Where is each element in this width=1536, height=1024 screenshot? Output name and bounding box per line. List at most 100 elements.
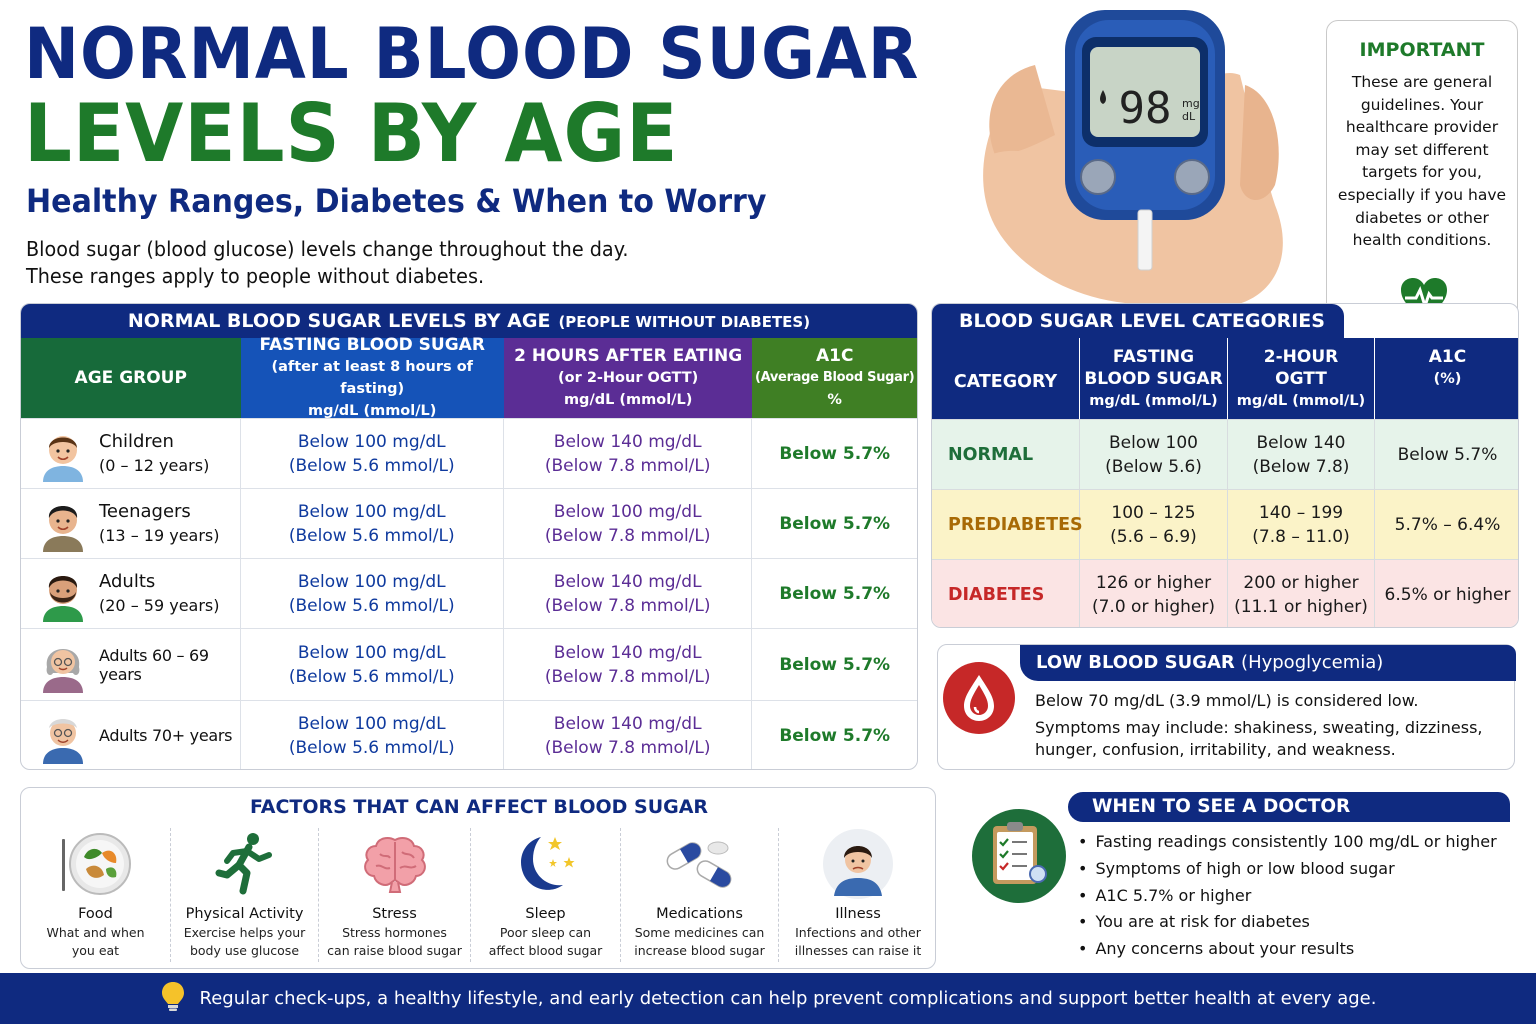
intro-line: These ranges apply to people without dia… [26,264,485,288]
see-doctor-title: WHEN TO SEE A DOCTOR [1068,792,1510,822]
category-ogtt-mmol: (Below 7.8) [1252,456,1350,477]
age-group-cell: Teenagers (13 – 19 years) [21,489,241,558]
age-group-cell: Adults (20 – 59 years) [21,559,241,628]
after-value: Below 140 mg/dL [553,642,702,663]
footer-text: Regular check-ups, a healthy lifestyle, … [199,988,1377,1009]
after-eating-cell: Below 140 mg/dL (Below 7.8 mmol/L) [504,419,753,488]
categories-title: BLOOD SUGAR LEVEL CATEGORIES [932,304,1344,338]
table-row: Adults 70+ years Below 100 mg/dL (Below … [21,700,917,769]
after-eating-cell: Below 140 mg/dL (Below 7.8 mmol/L) [504,701,753,769]
factors-title: FACTORS THAT CAN AFFECT BLOOD SUGAR [249,796,709,818]
col-cat-ogtt: 2-HOUR OGTT mg/dL (mmol/L) [1228,338,1375,419]
col-after-eating: 2 HOURS AFTER EATING (or 2-Hour OGTT) mg… [503,338,753,418]
after-mmol: (Below 7.8 mmol/L) [544,595,711,616]
category-a1c: 5.7% – 6.4% [1394,514,1501,535]
low-title-text: LOW BLOOD SUGAR [1036,652,1235,673]
col-age-group: AGE GROUP [21,338,241,418]
older-woman-avatar-icon [43,648,83,693]
list-item: Symptoms of high or low blood sugar [1078,856,1497,883]
factor-desc: illnesses can raise it [794,943,922,958]
important-note: IMPORTANT These are general guidelines. … [1326,20,1518,338]
age-group-cell: Adults 60 – 69 years [21,629,241,700]
list-item: A1C 5.7% or higher [1078,883,1497,910]
factor-name: Food [78,906,113,922]
fasting-mmol: (Below 5.6 mmol/L) [288,666,455,687]
age-table-header: AGE GROUP FASTING BLOOD SUGAR (after at … [21,335,917,419]
category-ogtt-mmol: (11.1 or higher) [1234,596,1368,617]
see-doctor-list: Fasting readings consistently 100 mg/dL … [1078,829,1497,963]
category-fasting-mmol: (Below 5.6) [1105,456,1202,477]
factor-desc: What and when [46,925,145,940]
category-ogtt-cell: 140 – 199 (7.8 – 11.0) [1228,490,1375,559]
factor-desc: Some medicines can [634,925,765,940]
age-group-name: Teenagers [99,500,191,522]
meter-unit-bottom: dL [1182,110,1196,123]
factor-item: Stress Stress hormones can raise blood s… [319,828,471,962]
category-name: NORMAL [932,420,1080,489]
page-title-line1: NORMAL BLOOD SUGAR [24,13,920,95]
col-cat-fasting-title-a: FASTING [1112,346,1195,367]
intro-text: Blood sugar (blood glucose) levels chang… [26,236,628,290]
important-title: IMPORTANT [1359,39,1485,61]
factor-item: Food What and when you eat [21,828,171,962]
after-eating-cell: Below 140 mg/dL (Below 7.8 mmol/L) [504,559,753,628]
footer-banner: Regular check-ups, a healthy lifestyle, … [0,973,1536,1024]
after-eating-cell: Below 140 mg/dL (Below 7.8 mmol/L) [504,629,753,700]
categories-header: CATEGORY FASTING BLOOD SUGAR mg/dL (mmol… [932,338,1518,419]
after-mmol: (Below 7.8 mmol/L) [544,666,711,687]
age-group-range: (13 – 19 years) [99,525,220,545]
col-fasting-unit: mg/dL (mmol/L) [308,403,437,419]
factor-desc: Exercise helps your [183,925,306,940]
age-table-title-text: NORMAL BLOOD SUGAR LEVELS BY AGE [127,310,551,332]
fasting-mmol: (Below 5.6 mmol/L) [288,595,455,616]
col-cat-a1c-unit: (%) [1433,371,1462,387]
a1c-cell: Below 5.7% [779,654,891,675]
running-person-icon [171,828,318,900]
factor-item: Physical Activity Exercise helps your bo… [171,828,319,962]
list-item: Any concerns about your results [1078,936,1497,963]
col-fasting-title: FASTING BLOOD SUGAR [259,335,485,355]
age-table: NORMAL BLOOD SUGAR LEVELS BY AGE (PEOPLE … [20,303,918,770]
categories-rows: NORMAL Below 100 (Below 5.6) Below 140 (Be… [932,419,1518,627]
factor-desc: affect blood sugar [488,943,603,958]
factor-desc: body use glucose [189,943,300,958]
age-table-title-note: (PEOPLE WITHOUT DIABETES) [558,313,811,331]
page-title-line2: LEVELS BY AGE [24,87,679,180]
col-after-note: (or 2-Hour OGTT) [558,370,699,386]
teenager-avatar-icon [43,505,83,552]
sick-person-icon [779,828,937,900]
factor-name: Physical Activity [185,906,304,922]
col-category: CATEGORY [932,338,1080,419]
clipboard-checklist-icon [971,808,1067,908]
fasting-value: Below 100 mg/dL [297,571,446,592]
fasting-cell: Below 100 mg/dL (Below 5.6 mmol/L) [241,419,504,488]
after-value: Below 140 mg/dL [553,713,702,734]
low-line: hunger, confusion, irritability, and wea… [1035,740,1396,759]
age-group-range: (0 – 12 years) [99,455,210,475]
factor-name: Stress [372,906,417,922]
a1c-cell: Below 5.7% [779,725,891,746]
col-cat-ogtt-title-b: OGTT [1275,368,1327,389]
table-row: Adults (20 – 59 years) Below 100 mg/dL (… [21,558,917,628]
low-blood-sugar-box: LOW BLOOD SUGAR (Hypoglycemia) Below 70 … [937,644,1516,770]
age-group-name: Adults 70+ years [99,726,233,745]
col-cat-a1c-title: A1C [1428,347,1467,367]
table-row: NORMAL Below 100 (Below 5.6) Below 140 (Be… [932,419,1518,489]
list-item: Fasting readings consistently 100 mg/dL … [1078,829,1496,856]
factor-desc: increase blood sugar [634,943,765,958]
age-group-name: Adults 60 – 69 years [99,645,209,684]
after-value: Below 100 mg/dL [553,501,702,522]
table-row: Adults 60 – 69 years Below 100 mg/dL (Be… [21,628,917,700]
fasting-value: Below 100 mg/dL [297,642,446,663]
category-ogtt-mmol: (7.8 – 11.0) [1252,526,1350,547]
category-fasting-mmol: (7.0 or higher) [1091,596,1215,617]
table-row: DIABETES 126 or higher (7.0 or higher) 20… [932,559,1518,627]
col-cat-fasting-unit: mg/dL (mmol/L) [1089,392,1218,409]
low-title-note: (Hypoglycemia) [1241,652,1384,673]
col-cat-fasting: FASTING BLOOD SUGAR mg/dL (mmol/L) [1080,338,1228,419]
adult-avatar-icon [43,575,83,622]
col-a1c: A1C (Average Blood Sugar) % [752,338,917,418]
after-mmol: (Below 7.8 mmol/L) [544,737,711,758]
col-a1c-unit: % [827,392,842,408]
factor-name: Medications [656,906,743,922]
